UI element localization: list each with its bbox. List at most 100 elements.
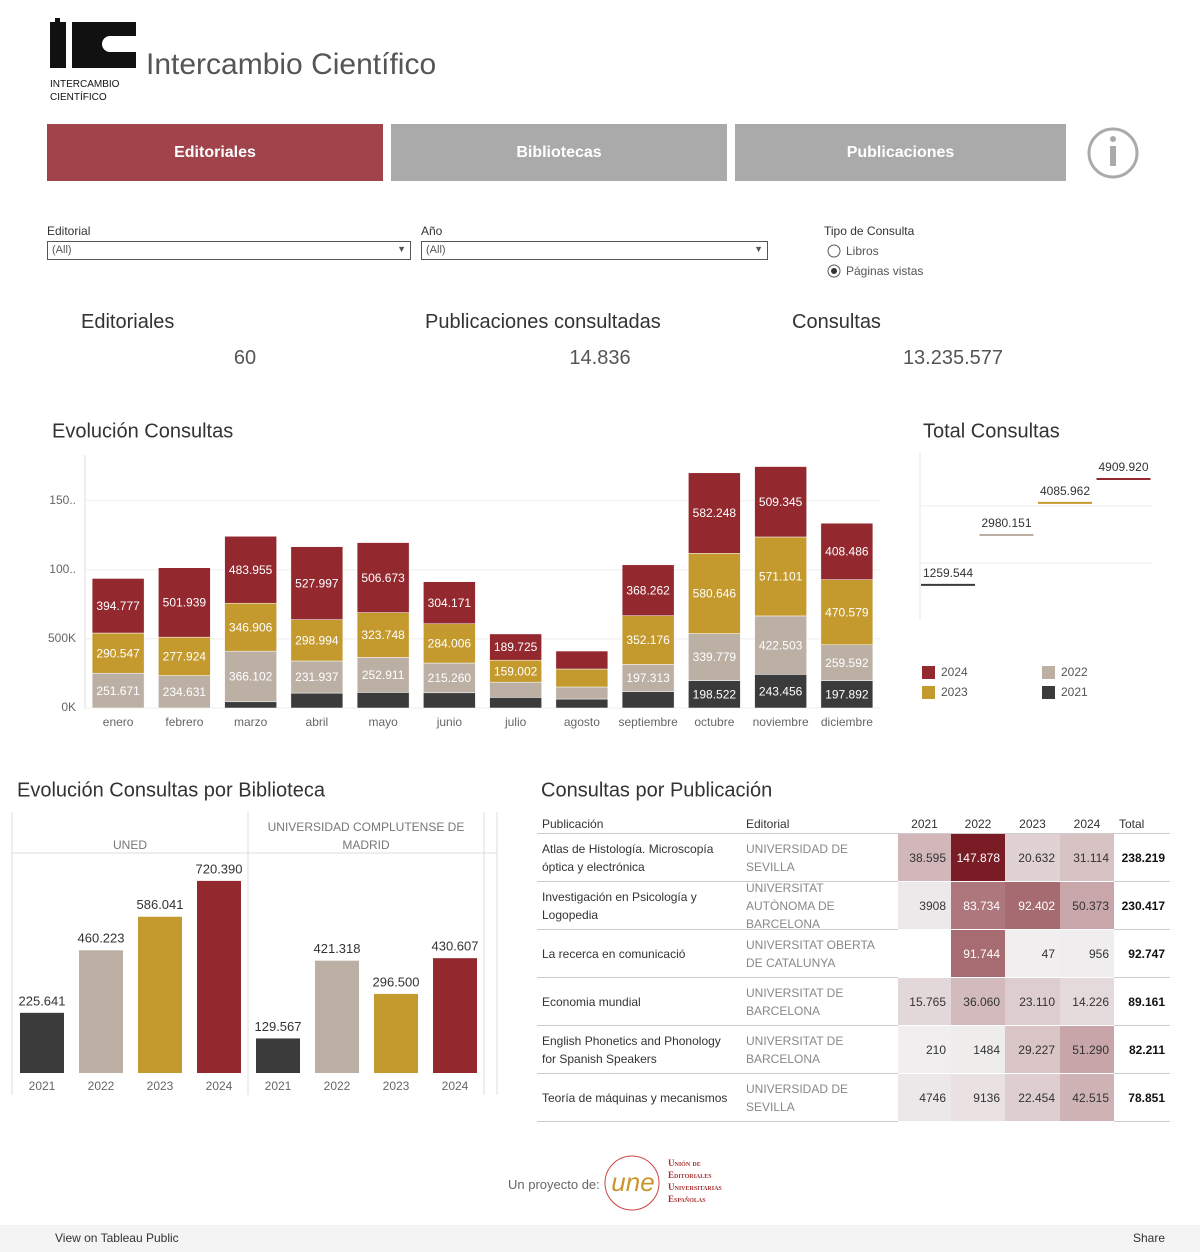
table-cell (898, 930, 951, 978)
publisher: UNIVERSITAT OBERTA DE CATALUNYA (741, 930, 898, 978)
dropdown-arrow: ▼ (397, 244, 406, 254)
publisher: UNIVERSIDAD DE SEVILLA (741, 834, 898, 882)
bar-segment (356, 692, 410, 709)
column-header[interactable]: 2024 (1060, 814, 1114, 834)
table-cell: 92.747 (1114, 930, 1170, 978)
toolbar-share[interactable]: Share (1133, 1231, 1166, 1245)
data-label: 198.522 (693, 687, 737, 701)
legend-label[interactable]: 2024 (941, 665, 968, 679)
tab[interactable]: Publicaciones (735, 124, 1066, 181)
y-tick-label: 500K (48, 631, 76, 645)
publication[interactable]: Investigación en Psicología y Logopedia (537, 882, 741, 930)
publisher: UNIVERSITAT DE BARCELONA (741, 1026, 898, 1074)
bar-segment (555, 686, 609, 700)
radio[interactable] (827, 244, 841, 258)
kpi-value: 14.836 (569, 347, 631, 369)
bar-segment (290, 619, 344, 662)
bar-segment (290, 546, 344, 620)
column-header[interactable]: Editorial (741, 814, 898, 834)
data-label: 231.937 (295, 670, 339, 684)
x-tick-label: septiembre (618, 715, 678, 729)
publication[interactable]: La recerca en comunicació (537, 930, 741, 978)
bar (79, 950, 123, 1073)
data-label: 368.262 (626, 583, 670, 597)
table-cell: 4746 (898, 1074, 951, 1122)
table-cell: 36.060 (951, 978, 1005, 1026)
x-tick-label: 2024 (206, 1079, 233, 1093)
table-cell: 50.373 (1060, 882, 1114, 930)
bar-segment (555, 668, 609, 688)
bar (315, 960, 359, 1073)
tab[interactable]: Bibliotecas (391, 124, 727, 181)
bar (138, 916, 182, 1073)
publication[interactable]: English Phonetics and Phonology for Span… (537, 1026, 741, 1074)
data-label: 323.748 (361, 628, 405, 642)
tab[interactable]: Editoriales (47, 124, 383, 181)
kpi-label: Publicaciones consultadas (425, 311, 661, 333)
facet-header: UNED (112, 838, 147, 852)
data-label: 352.176 (626, 633, 670, 647)
legend-swatch (922, 666, 935, 679)
info-dot (1110, 136, 1116, 142)
bar-segment (290, 692, 344, 709)
bar-segment (423, 623, 476, 664)
bar-segment (224, 701, 277, 709)
kpi-label: Editoriales (81, 311, 175, 333)
radio-label[interactable]: Libros (846, 244, 879, 258)
facet-frame (11, 812, 498, 1095)
publication[interactable]: Atlas de Histología. Microscopía óptica … (537, 834, 741, 882)
bar-segment (290, 660, 344, 694)
toolbar-bg (0, 1225, 1200, 1252)
column-header[interactable]: 2023 (1005, 814, 1060, 834)
toolbar-link[interactable]: View on Tableau Public (55, 1231, 179, 1245)
column-header[interactable]: Total (1114, 814, 1170, 834)
data-label: 259.592 (825, 656, 869, 670)
bar-segment (688, 633, 741, 681)
bar-segment (356, 612, 410, 658)
column-header[interactable]: 2022 (951, 814, 1005, 834)
column-header[interactable]: Publicación (537, 814, 741, 834)
data-label: 408.486 (825, 545, 869, 559)
data-label: 2980.151 (981, 516, 1031, 530)
dropdown[interactable]: (All) ▼ (47, 241, 411, 260)
dropdown[interactable]: (All) ▼ (421, 241, 768, 260)
x-tick-label: 2024 (442, 1079, 469, 1093)
data-label: 483.955 (229, 563, 273, 577)
data-label: 4909.920 (1098, 460, 1148, 474)
filter-label: Editorial (47, 224, 91, 238)
x-tick-label: febrero (165, 715, 203, 729)
filter-label: Año (421, 224, 443, 238)
publication[interactable]: Economia mundial (537, 978, 741, 1026)
data-label: 189.725 (494, 640, 538, 654)
table-cell: 29.227 (1005, 1026, 1060, 1074)
x-tick-label: 2022 (324, 1079, 351, 1093)
data-label: 339.779 (693, 650, 737, 664)
bar-segment (158, 636, 211, 676)
info-bar (1110, 146, 1116, 166)
data-label: 1259.544 (923, 566, 973, 580)
bar-segment (621, 564, 675, 616)
bar-segment (621, 664, 675, 692)
bar-segment (820, 680, 874, 709)
data-label: 251.671 (96, 684, 140, 698)
column-header[interactable]: 2021 (898, 814, 951, 834)
radio-selected (831, 268, 837, 274)
legend-label[interactable]: 2022 (1061, 665, 1088, 679)
bar-segment (820, 579, 874, 646)
legend-label[interactable]: 2021 (1061, 685, 1088, 699)
data-label: 234.631 (163, 685, 207, 699)
table-cell: 20.632 (1005, 834, 1060, 882)
data-label: 501.939 (163, 596, 207, 610)
legend-label[interactable]: 2023 (941, 685, 968, 699)
bar-segment (423, 581, 476, 625)
bar (256, 1038, 300, 1073)
bar-segment (224, 602, 277, 652)
x-tick-label: abril (306, 715, 329, 729)
title: Intercambio Científico (146, 48, 437, 81)
info-icon[interactable] (1087, 127, 1139, 179)
publication[interactable]: Teoría de máquinas y mecanismos (537, 1074, 741, 1122)
radio-label[interactable]: Páginas vistas (846, 264, 924, 278)
bar-segment (754, 615, 807, 675)
x-tick-label: 2022 (88, 1079, 115, 1093)
